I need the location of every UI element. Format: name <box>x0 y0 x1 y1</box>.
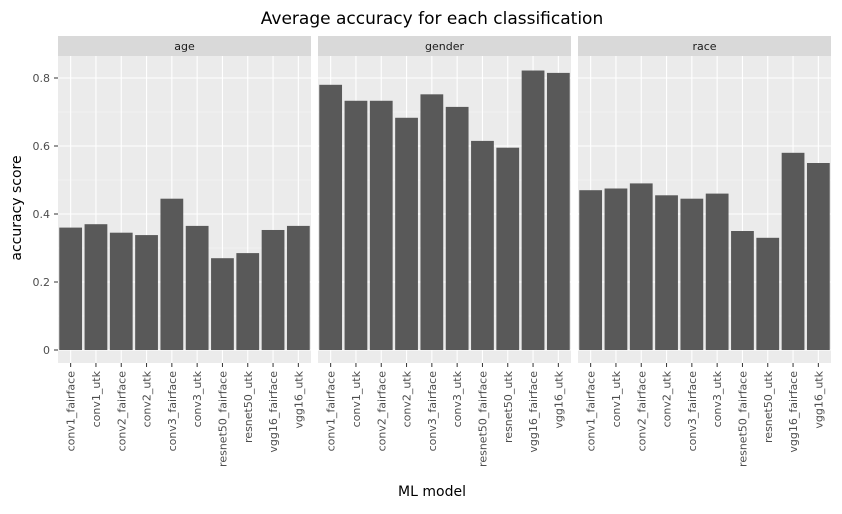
y-tick-label: 0.4 <box>33 208 51 221</box>
facet-strip <box>58 36 311 56</box>
bar-age-conv1_utk <box>84 224 108 350</box>
chart-title: Average accuracy for each classification <box>261 9 603 29</box>
bar-race-resnet50_utk <box>756 237 780 350</box>
bar-gender-conv2_utk <box>395 117 418 350</box>
x-tick-label: vgg16_utk <box>812 370 825 428</box>
x-tick-label: conv2_utk <box>661 370 674 427</box>
bar-age-resnet50_utk <box>236 253 260 350</box>
facet-strip-label: race <box>692 40 716 53</box>
bar-age-conv2_utk <box>135 235 158 350</box>
facet-strip <box>578 36 831 56</box>
x-tick-label: vgg16_fairface <box>527 371 540 453</box>
x-axis-title: ML model <box>398 484 466 500</box>
bar-gender-conv1_fairface <box>319 84 343 351</box>
bar-race-conv2_fairface <box>629 183 653 350</box>
x-tick-label: conv3_utk <box>711 370 724 427</box>
bar-age-conv2_fairface <box>109 232 133 350</box>
bar-gender-vgg16_fairface <box>521 70 545 351</box>
x-tick-label: resnet50_fairface <box>476 371 489 467</box>
bar-gender-conv2_fairface <box>369 100 393 350</box>
bar-race-conv1_fairface <box>579 190 603 350</box>
x-tick-label: conv3_utk <box>451 370 464 427</box>
bar-race-vgg16_utk <box>806 163 830 350</box>
x-tick-label: vgg16_fairface <box>267 371 280 453</box>
x-tick-label: conv2_fairface <box>635 371 648 452</box>
x-tick-label: vgg16_fairface <box>787 371 800 453</box>
x-tick-label: conv1_fairface <box>65 371 78 452</box>
y-tick-label: 0 <box>43 344 50 357</box>
bar-age-conv3_utk <box>185 225 209 350</box>
bar-race-conv2_utk <box>655 195 678 350</box>
x-tick-label: conv1_fairface <box>585 371 598 452</box>
y-axis-title: accuracy score <box>9 155 25 260</box>
bar-race-vgg16_fairface <box>781 152 805 350</box>
x-tick-label: vgg16_utk <box>292 370 305 428</box>
bar-age-vgg16_fairface <box>261 229 285 350</box>
x-tick-label: conv2_utk <box>401 370 414 427</box>
x-tick-label: resnet50_fairface <box>216 371 229 467</box>
bar-gender-conv3_utk <box>445 106 469 351</box>
x-tick-label: resnet50_fairface <box>736 371 749 467</box>
y-tick-label: 0.8 <box>33 72 51 85</box>
x-tick-label: resnet50_utk <box>762 370 775 443</box>
x-tick-label: conv1_utk <box>610 370 623 427</box>
x-tick-label: conv2_utk <box>141 370 154 427</box>
x-tick-label: conv1_fairface <box>325 371 338 452</box>
x-tick-label: conv3_fairface <box>426 371 439 452</box>
bar-age-resnet50_fairface <box>211 258 234 350</box>
y-tick-label: 0.2 <box>33 276 51 289</box>
bar-gender-resnet50_utk <box>496 147 520 350</box>
x-tick-label: conv3_utk <box>191 370 204 427</box>
x-tick-label: conv2_fairface <box>115 371 128 452</box>
facet-strip <box>318 36 571 56</box>
x-tick-label: conv1_utk <box>350 370 363 427</box>
x-tick-label: conv2_fairface <box>375 371 388 452</box>
x-tick-label: resnet50_utk <box>242 370 255 443</box>
bar-gender-vgg16_utk <box>546 72 570 351</box>
bar-age-conv3_fairface <box>160 198 184 350</box>
facet-strip-label: age <box>174 40 195 53</box>
bar-gender-resnet50_fairface <box>471 140 494 350</box>
bar-age-conv1_fairface <box>59 227 83 350</box>
bar-gender-conv3_fairface <box>420 94 444 350</box>
x-tick-label: conv3_fairface <box>166 371 179 452</box>
facet-strip-label: gender <box>425 40 464 53</box>
bar-race-conv1_utk <box>604 188 628 350</box>
bar-race-conv3_fairface <box>680 198 704 350</box>
x-tick-label: conv3_fairface <box>686 371 699 452</box>
bar-race-resnet50_fairface <box>731 231 754 350</box>
panels: 0 0.2 0.4 0.6 0.8 age conv1_fairface conv1_utk c… <box>33 36 831 467</box>
x-tick-label: resnet50_utk <box>502 370 515 443</box>
bar-age-vgg16_utk <box>286 225 310 350</box>
bar-gender-conv1_utk <box>344 100 368 350</box>
bar-race-conv3_utk <box>705 193 729 350</box>
x-tick-label: conv1_utk <box>90 370 103 427</box>
y-tick-label: 0.6 <box>33 140 51 153</box>
x-tick-label: vgg16_utk <box>552 370 565 428</box>
